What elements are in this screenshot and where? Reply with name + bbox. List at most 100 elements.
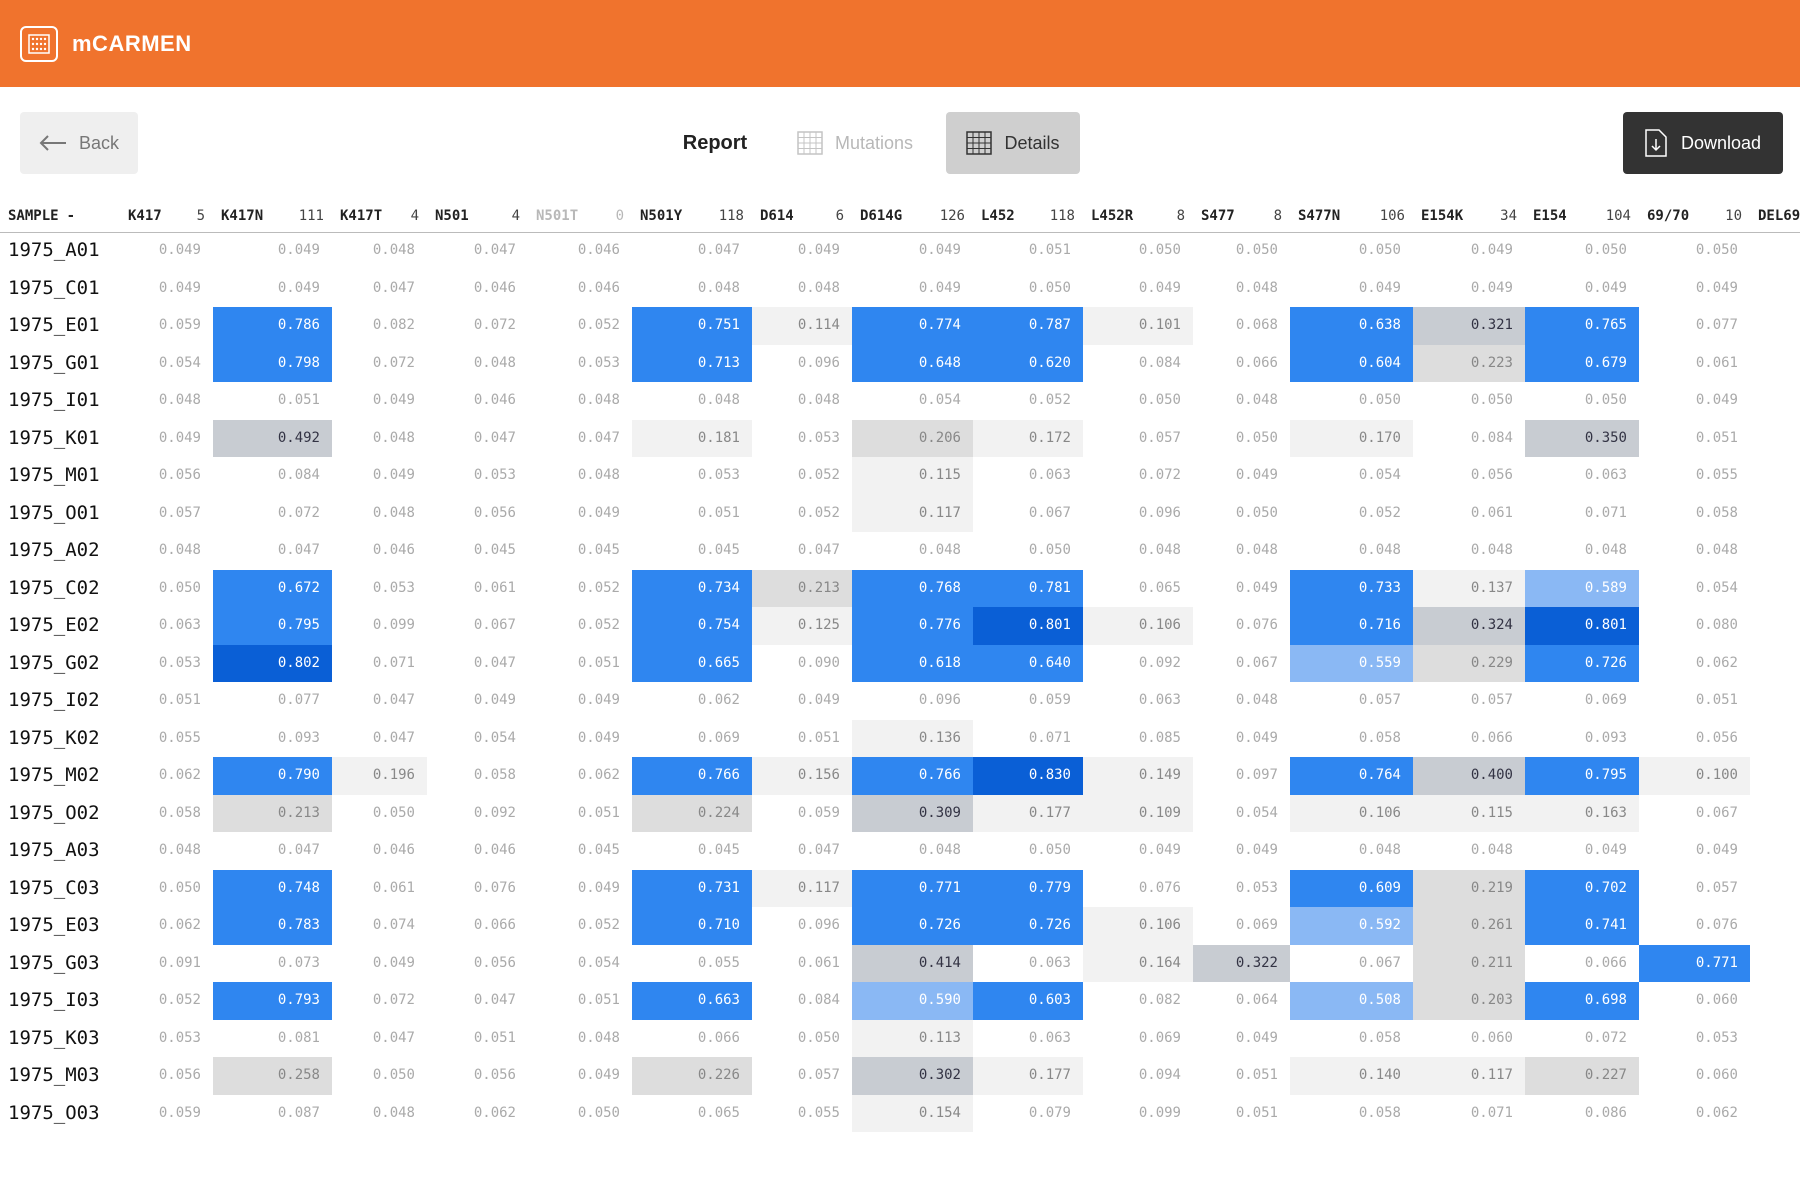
table-cell: 0.172 (973, 419, 1083, 457)
table-row[interactable]: 1975_M03 0.056 0.258 0.050 0.056 0.049 0.226 0.… (0, 1057, 1800, 1095)
column-header-label: N501Y (640, 208, 683, 224)
table-row[interactable]: 1975_I03 0.052 0.793 0.072 0.047 0.051 0.663 0.… (0, 982, 1800, 1020)
table-cell: 0.067 (1358, 954, 1401, 971)
table-cell: 0.052 (797, 504, 840, 521)
table-row[interactable]: 1975_C03 0.050 0.748 0.061 0.076 0.049 0.731 0.… (0, 869, 1800, 907)
table-cell: 0.206 (852, 419, 973, 457)
sample-id: 1975_A03 (8, 839, 100, 861)
table-cell: 0.080 (1695, 617, 1738, 633)
table-row[interactable]: 1975_O03 0.059 0.087 0.048 0.062 0.050 0.065 0.… (0, 1094, 1800, 1132)
table-cell: 0.754 (632, 607, 752, 645)
table-cell: 0.096 (797, 354, 840, 371)
table-row[interactable]: 1975_K02 0.055 0.093 0.047 0.054 0.049 0.069 0.… (0, 719, 1800, 757)
column-header[interactable]: K417N 111 (213, 200, 332, 232)
table-cell: 0.047 (697, 242, 740, 258)
table-row[interactable]: 1975_K03 0.053 0.081 0.047 0.051 0.048 0.066 0.… (0, 1019, 1800, 1057)
column-header[interactable]: K417T 4 (332, 200, 427, 232)
table-cell: 0.154 (852, 1094, 973, 1132)
table-row[interactable]: 1975_K01 0.049 0.492 0.048 0.047 0.047 0.181 0.… (0, 419, 1800, 457)
table-cell: 0.048 (797, 392, 840, 408)
table-row[interactable]: 1975_I02 0.051 0.077 0.047 0.049 0.049 0.062 0.… (0, 682, 1800, 720)
column-header-label: S477N (1298, 208, 1341, 224)
column-header[interactable]: S477N 106 (1290, 200, 1413, 232)
sample-id: 1975_C03 (8, 876, 100, 899)
table-cell: 0.609 (1290, 869, 1413, 907)
table-cell: 0.061 (1695, 354, 1738, 371)
table-row[interactable]: 1975_E01 0.059 0.786 0.082 0.072 0.052 0.751 0.… (0, 307, 1800, 345)
table-row[interactable]: 1975_O01 0.057 0.072 0.048 0.056 0.049 0.051 0.… (0, 494, 1800, 532)
table-cell: 0.059 (158, 1104, 201, 1121)
column-header[interactable]: E154K 34 (1413, 200, 1525, 232)
column-header[interactable]: L452 118 (973, 200, 1083, 232)
table-row[interactable]: 1975_O02 0.058 0.213 0.050 0.092 0.051 0.224 0.… (0, 794, 1800, 832)
table-cell: 0.050 (1235, 429, 1278, 446)
column-header[interactable]: N501 4 (427, 200, 528, 232)
table-row[interactable]: 1975_E03 0.062 0.783 0.074 0.066 0.052 0.710 0.… (0, 907, 1800, 945)
table-cell: 0.049 (1235, 842, 1278, 858)
table-cell: 0.164 (1083, 944, 1193, 982)
table-cell: 0.061 (372, 879, 415, 896)
column-header[interactable]: K417 5 (120, 200, 213, 232)
table-row[interactable]: 1975_A02 0.048 0.047 0.046 0.045 0.045 0.045 0.… (0, 532, 1800, 570)
table-row[interactable]: 1975_G02 0.053 0.802 0.071 0.047 0.051 0.665 0.… (0, 644, 1800, 682)
table-row[interactable]: 1975_A01 0.049 0.049 0.048 0.047 0.046 0.047 0.… (0, 232, 1800, 270)
table-row[interactable]: 1975_C01 0.049 0.049 0.047 0.046 0.046 0.048 0.… (0, 270, 1800, 308)
table-cell: 0.765 (1525, 307, 1639, 345)
column-header[interactable]: L452R 8 (1083, 200, 1193, 232)
table-cell: 0.309 (852, 794, 973, 832)
table-cell: 0.053 (158, 1029, 201, 1046)
sample-column-header[interactable]: SAMPLE - (8, 200, 108, 232)
table-cell: 0.733 (1290, 569, 1413, 607)
table-row[interactable]: 1975_M02 0.062 0.790 0.196 0.058 0.062 0.766 0.… (0, 757, 1800, 795)
column-header[interactable]: 69/70 10 (1639, 200, 1750, 232)
table-cell: 0.156 (752, 757, 852, 795)
table-cell: 0.114 (752, 307, 852, 345)
sample-id: 1975_I02 (8, 689, 100, 711)
table-cell: 0.048 (158, 842, 201, 858)
table-cell: 0.085 (1138, 729, 1181, 746)
column-header[interactable]: N501Y 118 (632, 200, 752, 232)
download-button[interactable]: Download (1623, 112, 1783, 174)
table-cell: 0.059 (158, 317, 201, 333)
table-cell: 0.559 (1290, 644, 1413, 682)
column-header[interactable]: N501T 0 (528, 200, 632, 232)
table-cell: 0.046 (473, 842, 516, 858)
table-cell: 0.049 (797, 242, 840, 258)
table-cell (1750, 307, 1800, 345)
column-header-label: S477 (1201, 208, 1235, 224)
table-cell: 0.125 (752, 607, 852, 645)
table-row[interactable]: 1975_E02 0.063 0.795 0.099 0.067 0.052 0.754 0.… (0, 607, 1800, 645)
column-header[interactable]: E154 104 (1525, 200, 1639, 232)
table-cell: 0.203 (1413, 982, 1525, 1020)
column-header[interactable]: D614G 126 (852, 200, 973, 232)
back-button[interactable]: Back (20, 112, 138, 174)
table-cell: 0.048 (797, 279, 840, 296)
table-cell: 0.048 (158, 542, 201, 558)
table-row[interactable]: 1975_A03 0.048 0.047 0.046 0.046 0.045 0.045 0.… (0, 832, 1800, 870)
table-cell: 0.048 (1235, 692, 1278, 708)
table-cell: 0.050 (577, 1104, 620, 1121)
table-row[interactable]: 1975_M01 0.056 0.084 0.049 0.053 0.048 0.053 0.… (0, 457, 1800, 495)
column-header[interactable]: D614 6 (752, 200, 852, 232)
table-cell: 0.163 (1525, 794, 1639, 832)
column-header-label: E154K (1421, 208, 1464, 224)
table-cell: 0.048 (1235, 392, 1278, 408)
table-cell: 0.090 (797, 654, 840, 671)
tab-details[interactable]: Details (946, 112, 1080, 174)
column-header[interactable]: S477 8 (1193, 200, 1290, 232)
table-row[interactable]: 1975_G03 0.091 0.073 0.049 0.056 0.054 0.055 0.… (0, 944, 1800, 982)
column-header-count: 126 (939, 208, 965, 224)
column-header-count: 118 (718, 208, 744, 224)
tab-mutations[interactable]: Mutations (780, 112, 930, 174)
table-cell: 0.051 (1235, 1067, 1278, 1083)
table-row[interactable]: 1975_G01 0.054 0.798 0.072 0.048 0.053 0.713 0.… (0, 344, 1800, 382)
table-cell: 0.047 (473, 429, 516, 446)
column-header[interactable]: DEL69 (1750, 200, 1800, 232)
table-cell: 0.224 (632, 794, 752, 832)
table-cell: 0.801 (1525, 607, 1639, 645)
table-row[interactable]: 1975_C02 0.050 0.672 0.053 0.061 0.052 0.734 0.… (0, 569, 1800, 607)
table-row[interactable]: 1975_I01 0.048 0.051 0.049 0.046 0.048 0.048 0.… (0, 382, 1800, 420)
table-cell: 0.076 (1138, 879, 1181, 896)
tab-report[interactable]: Report (670, 112, 760, 174)
table-cell: 0.051 (797, 729, 840, 746)
